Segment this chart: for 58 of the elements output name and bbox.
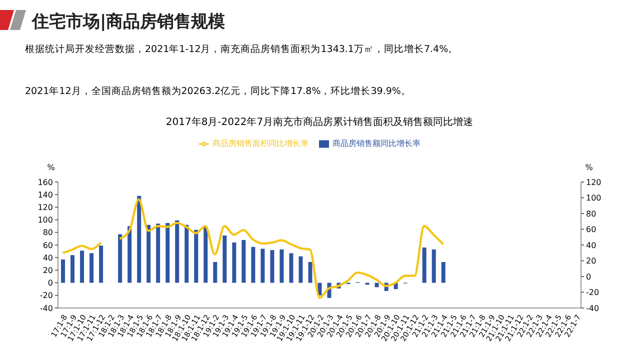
bar xyxy=(166,222,170,283)
bar xyxy=(90,253,94,283)
y-tick-label: 0 xyxy=(48,278,53,288)
y2-tick-label: 0 xyxy=(586,272,592,282)
y-tick-label: 20 xyxy=(42,266,53,276)
y-tick-label: 60 xyxy=(42,240,53,250)
bar xyxy=(175,220,180,283)
y2-tick-label: 20 xyxy=(586,256,596,266)
y2-tick-label: 100 xyxy=(586,194,602,203)
text: 2021年12月，全国商品房销售额为20263.2亿元，同比下降17.8%，环比增长39.9%。 xyxy=(25,85,411,98)
bar xyxy=(128,226,132,283)
bar xyxy=(222,236,227,283)
bar xyxy=(441,262,446,283)
y-axis-title: % xyxy=(47,163,56,172)
y-tick-label: -40 xyxy=(40,304,53,313)
bar xyxy=(232,242,236,283)
bar xyxy=(61,259,65,283)
y-tick-label: 80 xyxy=(42,228,53,238)
y-tick-label: -20 xyxy=(40,291,53,300)
bar xyxy=(432,249,436,283)
y-tick-label: 160 xyxy=(38,178,53,187)
bar xyxy=(374,282,379,288)
text: 住宅市场|商品房销售规模 xyxy=(32,11,226,33)
legend-label: 商品房销售面积同比增长率 xyxy=(212,139,308,148)
bar xyxy=(137,196,142,283)
bar xyxy=(280,249,284,283)
bar xyxy=(298,256,303,283)
bar xyxy=(270,250,274,283)
bar xyxy=(251,246,256,283)
bar xyxy=(118,234,122,283)
bar xyxy=(422,248,426,283)
y2-tick-label: 80 xyxy=(586,209,596,218)
y2-tick-label: -40 xyxy=(586,304,600,313)
chart-title: 2017年8月-2022年7月南充市商品房累计销售面积及销售额同比增速 xyxy=(164,116,474,129)
y2-tick-label: 40 xyxy=(586,240,596,250)
bar xyxy=(99,246,104,283)
bar xyxy=(156,224,160,283)
legend-label: 商品房销售额同比增长率 xyxy=(332,139,420,148)
bar xyxy=(213,262,218,283)
bar xyxy=(308,262,312,283)
y-tick-label: 140 xyxy=(38,190,53,200)
bar xyxy=(146,224,151,283)
y-tick-label: 100 xyxy=(38,216,53,225)
y2-tick-label: 60 xyxy=(586,225,596,234)
text: 根据统计局开发经营数据，2021年1-12月，南充商品房销售面积为1343.1万㎡，同比增长7.4%。 xyxy=(25,43,458,56)
y-tick-label: 40 xyxy=(42,253,53,262)
y2-axis-title: % xyxy=(585,163,594,172)
bar xyxy=(242,240,246,283)
bar xyxy=(289,253,294,283)
bar xyxy=(80,250,84,283)
bar xyxy=(204,226,208,283)
y2-tick-label: 120 xyxy=(586,178,602,187)
bar xyxy=(184,224,189,283)
bar xyxy=(194,230,198,283)
bar xyxy=(260,248,265,283)
y2-tick-label: -20 xyxy=(586,288,600,298)
bar xyxy=(70,255,75,283)
y-tick-label: 120 xyxy=(38,203,53,212)
